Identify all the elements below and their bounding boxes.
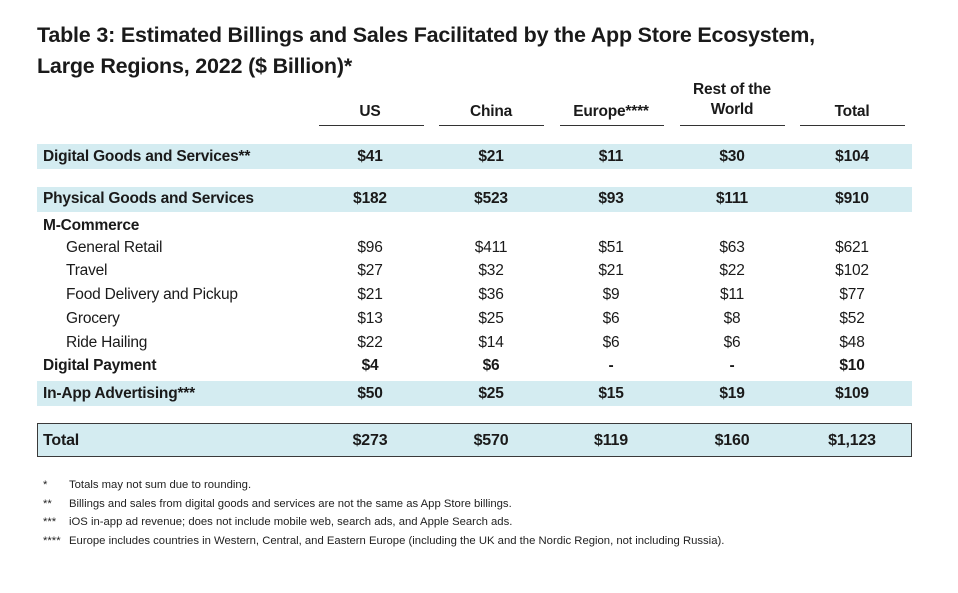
column-header-total: Total xyxy=(792,102,912,122)
cell-digital-goods-and-services-europe: $11 xyxy=(598,148,624,165)
cell-digital-goods-and-services-china: $21 xyxy=(478,148,504,165)
row-label-m-commerce: M-Commerce xyxy=(43,217,140,234)
cell-physical-goods-and-services-china: $523 xyxy=(474,190,508,207)
cell-ride-hailing-china: $14 xyxy=(478,334,504,351)
footnotes: * Totals may not sum due to rounding. ** B… xyxy=(43,476,724,550)
cell-digital-payment-us: $4 xyxy=(361,357,379,374)
footnote-3-text: iOS in-app ad revenue; does not include … xyxy=(69,516,513,528)
row-label-ride-hailing: Ride Hailing xyxy=(66,334,148,351)
footnote-1-mark: * xyxy=(43,479,48,491)
row-label-physical-goods-and-services: Physical Goods and Services xyxy=(43,190,254,207)
cell-in-app-advertising-europe: $15 xyxy=(598,385,624,402)
column-underline-europe xyxy=(560,125,664,126)
cell-general-retail-total: $621 xyxy=(835,239,869,256)
footnote-4-text: Europe includes countries in Western, Ce… xyxy=(69,534,725,547)
cell-total-world: $160 xyxy=(714,432,750,449)
row-label-digital-goods-and-services: Digital Goods and Services** xyxy=(43,148,251,165)
cell-general-retail-world: $63 xyxy=(719,239,745,256)
cell-grocery-europe: $6 xyxy=(602,310,620,327)
cell-general-retail-china: $411 xyxy=(474,239,508,256)
cell-grocery-total: $52 xyxy=(839,310,865,327)
column-header-world: Rest of the World xyxy=(672,80,792,120)
column-header-us: US xyxy=(310,102,430,122)
column-underline-china xyxy=(439,125,544,126)
column-header-line-2: US xyxy=(359,103,381,120)
cell-travel-total: $102 xyxy=(835,262,869,279)
footnote-3-mark: *** xyxy=(43,516,57,528)
footnote-2-mark: ** xyxy=(43,497,52,510)
cell-ride-hailing-us: $22 xyxy=(357,334,383,351)
total-row-band xyxy=(37,423,912,457)
cell-digital-goods-and-services-us: $41 xyxy=(357,148,383,165)
cell-digital-payment-europe: - xyxy=(608,357,614,374)
cell-physical-goods-and-services-europe: $93 xyxy=(598,190,624,207)
table-title-line-1: Table 3: Estimated Billings and Sales Fa… xyxy=(37,23,815,47)
cell-food-delivery-and-pickup-europe: $9 xyxy=(602,286,620,303)
row-label-travel: Travel xyxy=(66,262,108,279)
footnote-1: * Totals may not sum due to rounding. xyxy=(43,476,724,495)
column-header-line-2: China xyxy=(469,103,513,120)
cell-physical-goods-and-services-us: $182 xyxy=(353,190,387,207)
cell-grocery-china: $25 xyxy=(478,310,504,327)
column-underline-world xyxy=(680,125,785,126)
cell-grocery-world: $8 xyxy=(723,310,741,327)
cell-ride-hailing-world: $6 xyxy=(723,334,741,351)
row-label-digital-payment: Digital Payment xyxy=(43,357,157,374)
cell-ride-hailing-total: $48 xyxy=(839,334,865,351)
column-header-line-2: World xyxy=(710,101,754,118)
cell-total-europe: $119 xyxy=(594,432,628,449)
footnote-2-text: Billings and sales from digital goods an… xyxy=(69,497,512,510)
cell-digital-goods-and-services-total: $104 xyxy=(835,148,869,165)
cell-general-retail-us: $96 xyxy=(357,239,383,256)
cell-physical-goods-and-services-world: $111 xyxy=(716,190,748,207)
cell-food-delivery-and-pickup-world: $11 xyxy=(719,286,745,303)
column-header-line-2: Europe**** xyxy=(573,103,649,120)
cell-in-app-advertising-china: $25 xyxy=(478,385,504,402)
cell-digital-payment-total: $10 xyxy=(839,357,865,374)
cell-in-app-advertising-us: $50 xyxy=(357,385,383,402)
cell-travel-china: $32 xyxy=(478,262,504,279)
column-header-line-2: Total xyxy=(834,103,870,120)
row-label-total: Total xyxy=(43,432,80,449)
table-title-line-2: Large Regions, 2022 ($ Billion)* xyxy=(37,54,352,78)
row-label-general-retail: General Retail xyxy=(66,239,163,256)
footnote-4-mark: **** xyxy=(43,534,61,547)
footnote-3: *** iOS in-app ad revenue; does not inclu… xyxy=(43,513,724,532)
column-header-line-1: Rest of the xyxy=(693,81,771,98)
cell-grocery-us: $13 xyxy=(357,310,383,327)
row-band-in-app-advertising xyxy=(37,381,912,406)
column-header-europe: Europe**** xyxy=(551,102,671,122)
cell-general-retail-europe: $51 xyxy=(598,239,624,256)
table-title: Table 3: Estimated Billings and Sales Fa… xyxy=(37,20,917,82)
cell-total-total: $1,123 xyxy=(828,432,876,449)
cell-in-app-advertising-world: $19 xyxy=(719,385,745,402)
column-underline-total xyxy=(800,125,905,126)
column-header-china: China xyxy=(431,102,551,122)
cell-total-china: $570 xyxy=(473,432,509,449)
cell-ride-hailing-europe: $6 xyxy=(602,334,620,351)
row-band-physical-goods-and-services xyxy=(37,187,912,212)
cell-food-delivery-and-pickup-total: $77 xyxy=(839,286,865,303)
row-label-in-app-advertising: In-App Advertising*** xyxy=(43,385,195,402)
cell-digital-payment-world: - xyxy=(729,357,735,374)
footnote-4: **** Europe includes countries in Western… xyxy=(43,532,724,551)
cell-travel-europe: $21 xyxy=(598,262,624,279)
cell-digital-payment-china: $6 xyxy=(482,357,500,374)
cell-digital-goods-and-services-world: $30 xyxy=(719,148,745,165)
cell-physical-goods-and-services-total: $910 xyxy=(835,190,869,207)
cell-travel-world: $22 xyxy=(719,262,745,279)
cell-food-delivery-and-pickup-china: $36 xyxy=(478,286,504,303)
row-label-grocery: Grocery xyxy=(66,310,120,327)
cell-travel-us: $27 xyxy=(357,262,383,279)
cell-total-us: $273 xyxy=(352,432,388,449)
cell-food-delivery-and-pickup-us: $21 xyxy=(357,286,383,303)
footnote-2: ** Billings and sales from digital goods … xyxy=(43,495,724,514)
row-band-digital-goods-and-services xyxy=(37,144,912,169)
row-label-food-delivery-and-pickup: Food Delivery and Pickup xyxy=(66,286,238,303)
footnote-1-text: Totals may not sum due to rounding. xyxy=(69,479,252,491)
cell-in-app-advertising-total: $109 xyxy=(835,385,869,402)
column-underline-us xyxy=(319,125,424,126)
